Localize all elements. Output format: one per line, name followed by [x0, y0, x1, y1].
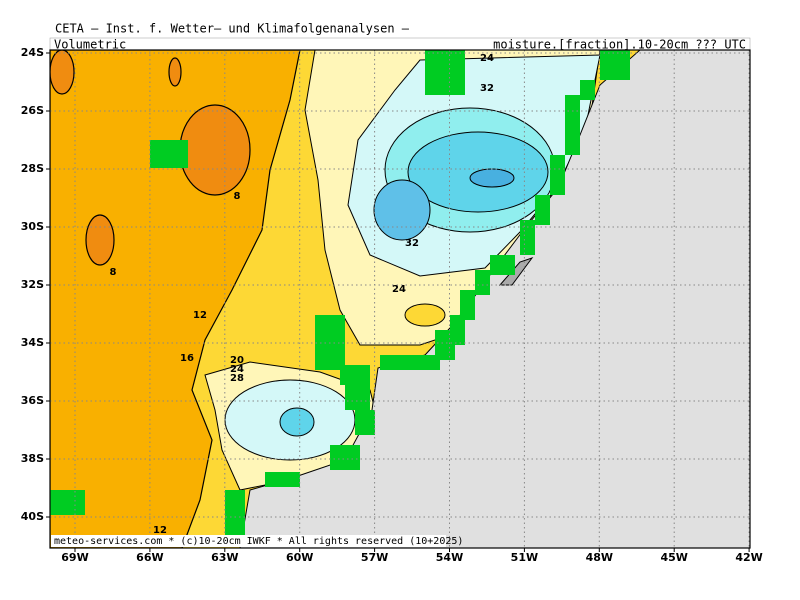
lat-label: 40S: [21, 510, 44, 523]
field-yellow-blob: [404, 303, 446, 327]
field-dark-orange: [85, 214, 115, 266]
field-turquoise-south: [279, 407, 315, 437]
land-mask: [150, 140, 188, 168]
lon-label: 42W: [735, 551, 762, 564]
land-mask: [330, 445, 360, 470]
land-mask: [490, 255, 515, 275]
title: CETA — Inst. f. Wetter— und Klimafolgena…: [55, 22, 410, 36]
contour-label: 8: [234, 191, 241, 202]
land-mask: [225, 490, 245, 535]
lon-label: 45W: [660, 551, 687, 564]
contour-label: 20: [230, 355, 244, 366]
land-mask: [425, 50, 465, 95]
field-dark-orange: [168, 57, 182, 87]
field-blue: [469, 168, 515, 188]
lat-label: 24S: [21, 46, 44, 59]
lat-label: 30S: [21, 220, 44, 233]
land-mask: [600, 50, 630, 80]
lon-label: 51W: [511, 551, 538, 564]
lat-label: 36S: [21, 394, 44, 407]
contour-label: 24: [480, 53, 494, 64]
land-mask: [565, 95, 580, 155]
land-mask: [50, 490, 85, 515]
land-mask: [460, 290, 475, 320]
footer-bg: [51, 535, 446, 547]
land-mask: [550, 155, 565, 195]
contour-label: 12: [153, 525, 167, 536]
field-turquoise-west: [373, 179, 431, 241]
lon-label: 63W: [211, 551, 238, 564]
footer: meteo-services.com * (c)10-20cm IWKF * A…: [54, 536, 463, 547]
land-mask: [265, 472, 300, 487]
lon-label: 48W: [586, 551, 613, 564]
left-label: Volumetric: [54, 38, 126, 52]
land-mask: [380, 355, 440, 370]
lat-label: 32S: [21, 278, 44, 291]
lat-label: 28S: [21, 162, 44, 175]
land-mask: [520, 220, 535, 255]
contour-label: 16: [180, 353, 194, 364]
lon-label: 69W: [61, 551, 88, 564]
land-mask: [345, 380, 370, 410]
lon-label: 66W: [136, 551, 163, 564]
field-dark-orange: [179, 104, 251, 196]
land-mask: [355, 410, 375, 435]
lon-label: 54W: [436, 551, 463, 564]
contour-label: 32: [480, 83, 494, 94]
lat-label: 38S: [21, 452, 44, 465]
lon-label: 57W: [361, 551, 388, 564]
contour-label: 24: [230, 364, 244, 375]
contour-label: 32: [405, 238, 419, 249]
land-mask: [580, 80, 595, 100]
contour-label: 24: [392, 284, 406, 295]
land-mask: [475, 270, 490, 295]
contour-label: 12: [193, 310, 207, 321]
land-mask: [535, 195, 550, 225]
lat-label: 26S: [21, 104, 44, 117]
lon-label: 60W: [286, 551, 313, 564]
right-label: moisture.[fraction].10-20cm ??? UTC: [493, 38, 746, 52]
contour-label: 8: [110, 267, 117, 278]
contour-label: 28: [230, 373, 244, 384]
map-frame: [49, 49, 751, 549]
lat-label: 34S: [21, 336, 44, 349]
field-dark-orange: [50, 50, 75, 95]
